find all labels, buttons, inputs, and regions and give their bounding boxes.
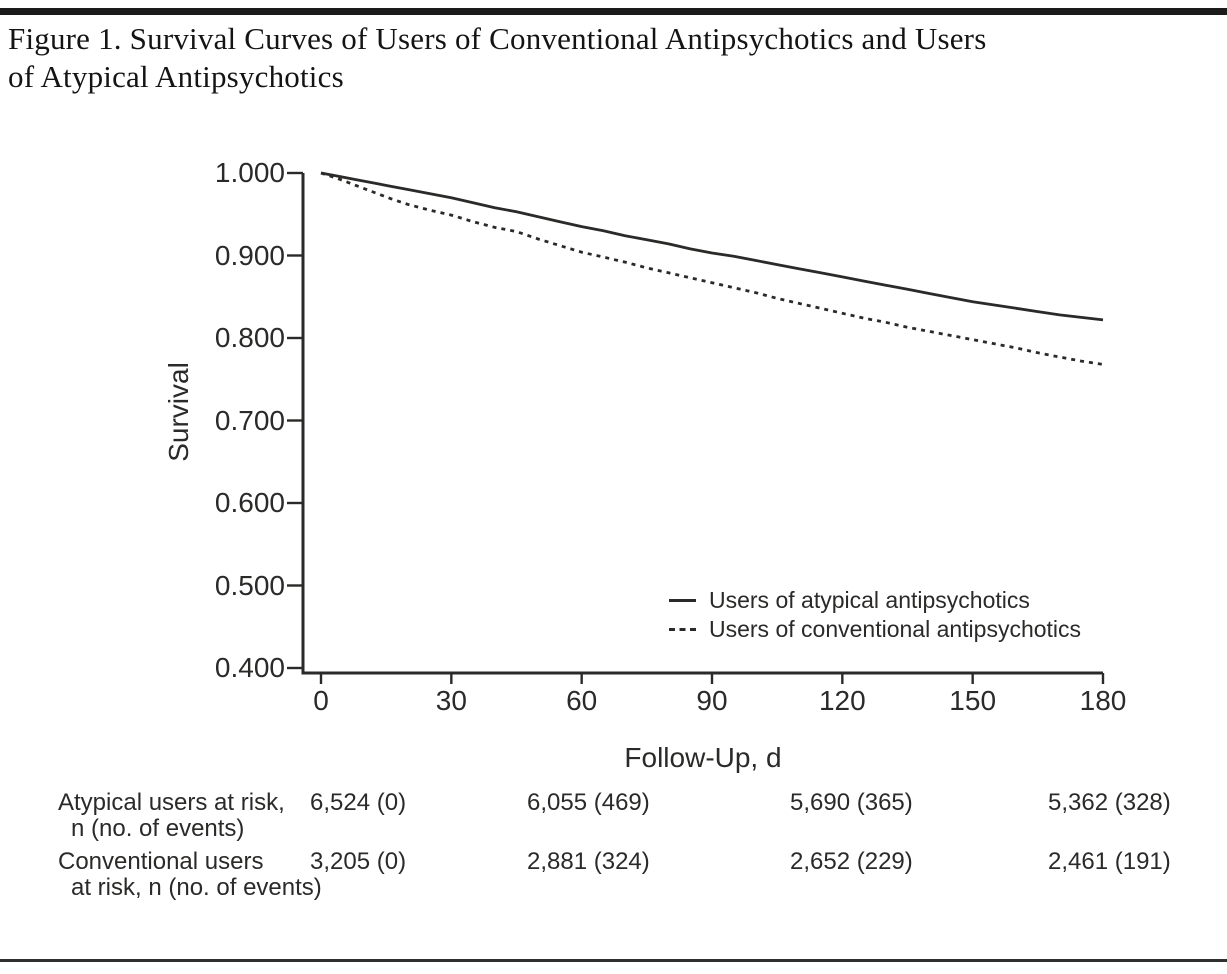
y-tick-label: 0.900 [214, 239, 285, 271]
figure-title-line-2: of Atypical Antipsychotics [8, 59, 344, 94]
y-tick-label: 0.500 [214, 569, 285, 601]
risk-value: 6,055 (469) [527, 789, 650, 816]
risk-value: 2,461 (191) [1048, 848, 1171, 875]
y-tick-label: 0.700 [214, 404, 285, 436]
y-tick-label: 0.400 [214, 652, 285, 683]
risk-row-label-line-2: n (no. of events) [71, 815, 245, 842]
figure-title: Figure 1. Survival Curves of Users of Co… [8, 20, 1218, 96]
risk-value: 3,205 (0) [310, 848, 407, 875]
risk-value: 2,652 (229) [790, 848, 913, 875]
y-tick-label: 1.000 [214, 157, 285, 188]
axis-lines [301, 173, 1103, 675]
solid-line-icon [669, 599, 696, 602]
atypical-survival-curve [320, 171, 1104, 322]
risk-row-label-line-1: Atypical users at risk, [58, 789, 285, 816]
risk-value: 6,524 (0) [310, 789, 407, 816]
x-tick-label: 60 [566, 685, 598, 716]
risk-value: 5,690 (365) [790, 789, 913, 816]
legend-label-atypical: Users of atypical antipsychotics [709, 587, 1030, 613]
conventional-survival-curve [320, 171, 1104, 366]
risk-value: 5,362 (328) [1048, 789, 1171, 816]
x-tick-label: 30 [435, 685, 467, 716]
y-tick-label: 0.800 [214, 322, 285, 353]
risk-value: 2,881 (324) [527, 848, 650, 875]
risk-row-label: Conventional users at risk, n (no. of ev… [58, 849, 322, 901]
chart-legend: Users of atypical antipsychotics Users o… [669, 586, 1081, 644]
x-tick-label: 90 [696, 685, 728, 716]
figure-title-line-1: Figure 1. Survival Curves of Users of Co… [8, 21, 987, 56]
bottom-rule [0, 959, 1227, 962]
x-tick-label: 150 [949, 685, 997, 716]
risk-row-label-line-2: at risk, n (no. of events) [71, 874, 322, 901]
risk-row-label-line-1: Conventional users [58, 848, 264, 875]
dashed-line-icon [669, 628, 696, 631]
legend-item-conventional: Users of conventional antipsychotics [669, 615, 1081, 644]
x-tick-label: 180 [1079, 685, 1127, 716]
top-rule [0, 8, 1227, 15]
x-tick-label: 0 [313, 685, 329, 716]
y-axis-title: Survival [163, 362, 194, 462]
x-tick-label: 120 [818, 685, 866, 716]
risk-row-label: Atypical users at risk, n (no. of events… [58, 790, 285, 842]
y-tick-label: 0.600 [214, 487, 285, 518]
legend-item-atypical: Users of atypical antipsychotics [669, 586, 1081, 615]
legend-label-conventional: Users of conventional antipsychotics [709, 616, 1082, 642]
x-axis-title: Follow-Up, d [624, 742, 782, 773]
